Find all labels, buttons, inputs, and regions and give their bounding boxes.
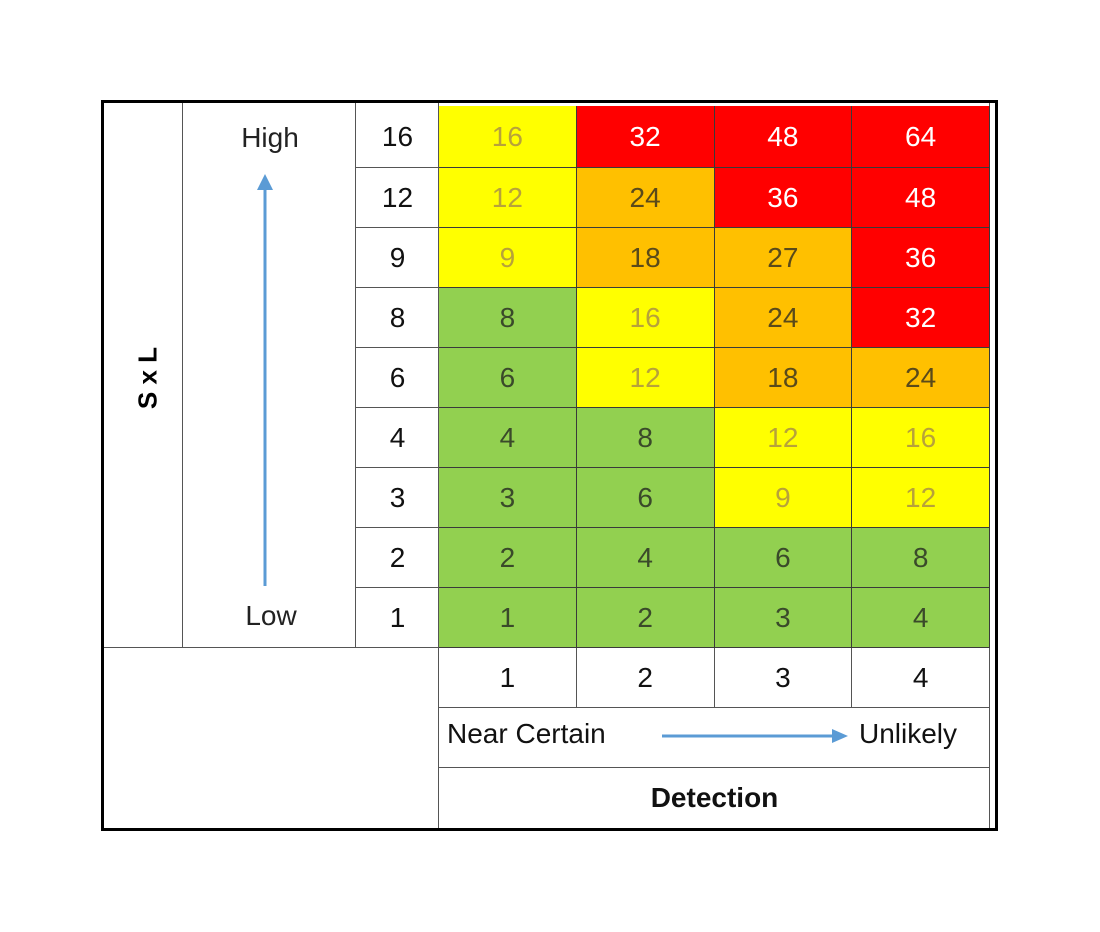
row-label: 12	[356, 168, 439, 228]
row-label: 1	[356, 588, 439, 648]
divider	[355, 103, 356, 647]
risk-cell: 9	[714, 468, 853, 528]
divider	[438, 103, 439, 828]
risk-cell: 27	[714, 228, 853, 288]
risk-cell: 3	[439, 468, 577, 528]
risk-cell: 12	[714, 408, 853, 468]
y-axis-high-label: High	[241, 122, 299, 153]
x-axis-right-label: Unlikely	[859, 718, 958, 749]
risk-cell: 2	[576, 588, 715, 648]
risk-cell: 12	[576, 348, 715, 408]
risk-cell: 4	[439, 408, 577, 468]
risk-cell: 3	[714, 588, 853, 648]
divider	[439, 707, 990, 708]
risk-cell: 8	[852, 528, 990, 588]
column-label: 3	[715, 648, 853, 707]
row-label: 6	[356, 348, 439, 408]
row-label: 8	[356, 288, 439, 348]
y-axis-title: S x L	[132, 346, 163, 410]
column-label: 1	[439, 648, 577, 707]
risk-cell: 32	[576, 106, 715, 168]
row-label: 9	[356, 228, 439, 288]
risk-cell: 24	[714, 288, 853, 348]
risk-cell: 12	[439, 168, 577, 228]
risk-cell: 18	[714, 348, 853, 408]
x-axis-title: Detection	[650, 782, 779, 813]
y-axis-low-label: Low	[245, 600, 297, 631]
risk-cell: 1	[439, 588, 577, 648]
risk-cell: 2	[439, 528, 577, 588]
risk-cell: 6	[714, 528, 853, 588]
right-arrow-icon	[662, 729, 848, 743]
risk-cell: 16	[439, 106, 577, 168]
risk-cell: 8	[576, 408, 715, 468]
risk-cell: 24	[576, 168, 715, 228]
risk-cell: 36	[714, 168, 853, 228]
divider	[182, 103, 183, 647]
risk-cell: 12	[852, 468, 990, 528]
risk-cell: 48	[714, 106, 853, 168]
risk-cell: 32	[852, 288, 990, 348]
risk-cell: 9	[439, 228, 577, 288]
risk-cell: 18	[576, 228, 715, 288]
risk-cell: 64	[852, 106, 990, 168]
risk-cell: 6	[576, 468, 715, 528]
risk-cell: 4	[576, 528, 715, 588]
x-axis-left-label: Near Certain	[447, 718, 606, 749]
risk-cell: 16	[852, 408, 990, 468]
risk-cell: 4	[852, 588, 990, 648]
risk-cell: 6	[439, 348, 577, 408]
column-label: 2	[577, 648, 715, 707]
risk-cell: 16	[576, 288, 715, 348]
risk-cell: 24	[852, 348, 990, 408]
divider	[104, 647, 439, 648]
row-label: 3	[356, 468, 439, 528]
column-label: 4	[852, 648, 990, 707]
row-label: 4	[356, 408, 439, 468]
divider	[439, 767, 990, 768]
risk-cell: 36	[852, 228, 990, 288]
risk-cell: 8	[439, 288, 577, 348]
row-label: 2	[356, 528, 439, 588]
up-arrow-icon	[257, 174, 273, 586]
risk-cell: 48	[852, 168, 990, 228]
row-label: 16	[356, 106, 439, 168]
